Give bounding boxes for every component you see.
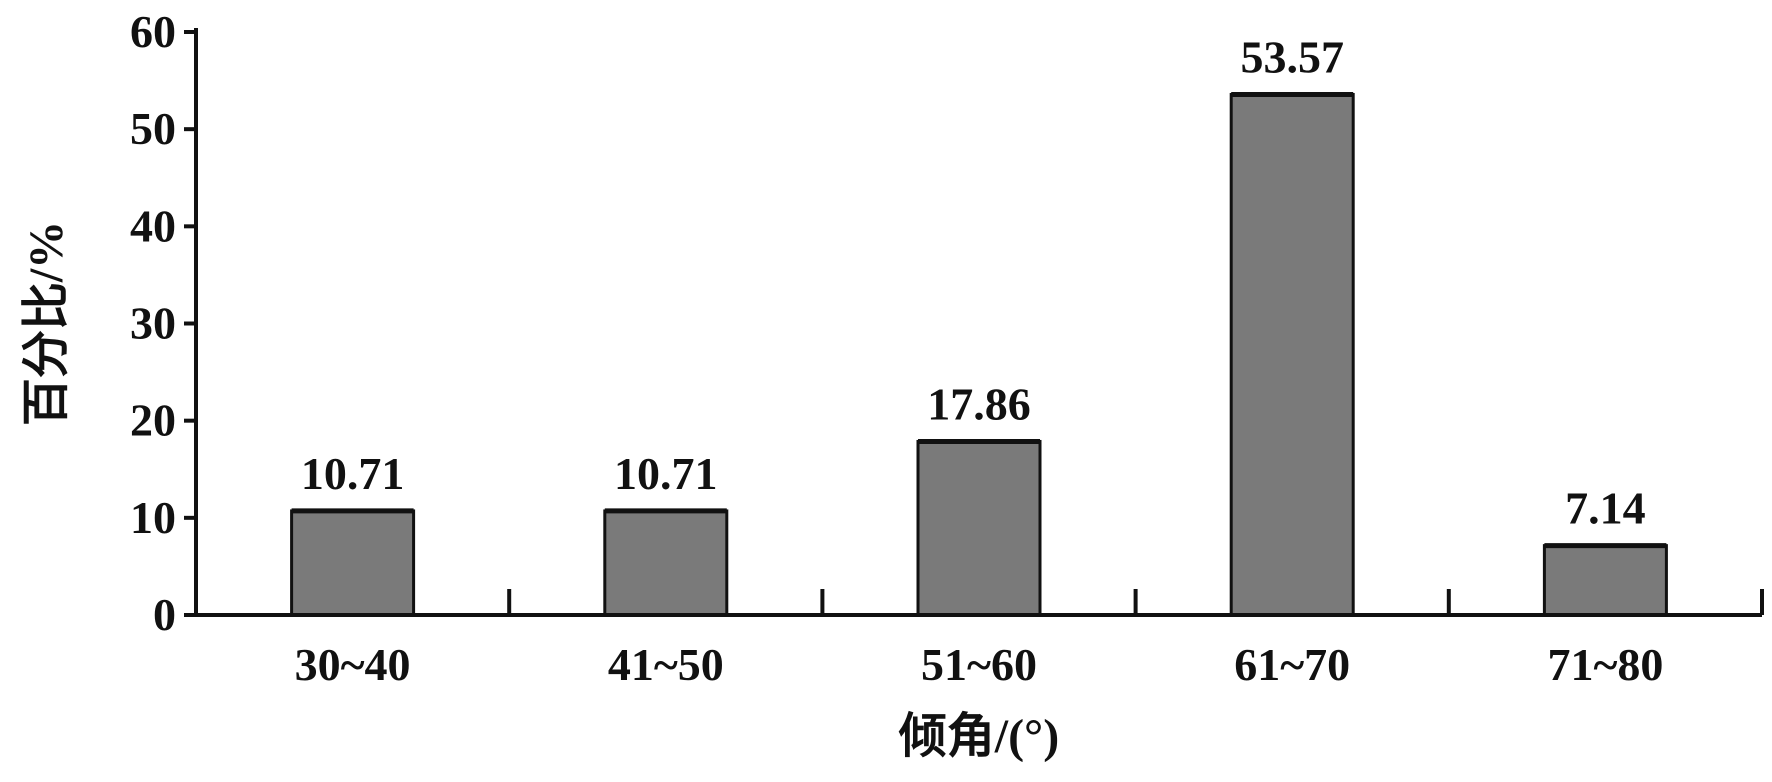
x-axis-ticks: 30~40 41~50 51~60 61~70 71~80 <box>295 589 1764 690</box>
bar <box>916 439 1042 617</box>
bar-value-label: 17.86 <box>927 378 1031 429</box>
y-tick-label: 20 <box>130 395 176 446</box>
y-tick-label: 30 <box>130 298 176 349</box>
x-tick-label: 41~50 <box>608 639 724 690</box>
x-tick-label: 30~40 <box>295 639 411 690</box>
x-axis-title: 倾角/(°) <box>898 710 1060 763</box>
bar <box>290 509 416 617</box>
bar <box>1229 92 1355 617</box>
bar-series <box>290 91 1668 617</box>
bar-value-label: 10.71 <box>614 448 718 499</box>
y-axis-title: 百分比/% <box>20 221 73 426</box>
bar <box>603 509 729 617</box>
data-labels: 10.71 10.71 17.86 53.57 7.14 <box>301 31 1646 533</box>
y-tick-label: 60 <box>130 6 176 57</box>
y-axis-ticks: 0 10 20 30 40 50 60 <box>130 6 196 640</box>
x-tick-label: 71~80 <box>1547 639 1663 690</box>
y-tick-label: 10 <box>130 492 176 543</box>
bar <box>1542 544 1668 617</box>
bar-value-label: 53.57 <box>1240 31 1344 82</box>
bar-value-label: 7.14 <box>1565 483 1646 534</box>
x-tick-label: 51~60 <box>921 639 1037 690</box>
y-tick-label: 40 <box>130 200 176 251</box>
y-tick-label: 50 <box>130 103 176 154</box>
bar-value-label: 10.71 <box>301 448 405 499</box>
x-tick-label: 61~70 <box>1234 639 1350 690</box>
y-tick-label: 0 <box>153 589 176 640</box>
